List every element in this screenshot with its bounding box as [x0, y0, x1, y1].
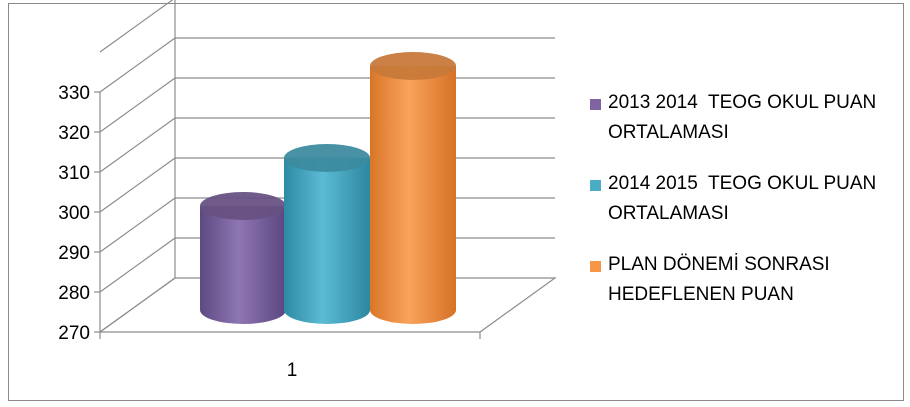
bar-3	[370, 52, 456, 324]
y-tick-label-330: 330	[58, 83, 90, 104]
bar-2	[284, 144, 370, 324]
y-tick-label-290: 290	[58, 243, 90, 264]
legend-label: 2014 2015 TEOG OKUL PUAN ORTALAMASI	[608, 173, 882, 224]
legend: 2013 2014 TEOG OKUL PUAN ORTALAMASI 2014…	[590, 88, 900, 331]
legend-item-2014-2015: 2014 2015 TEOG OKUL PUAN ORTALAMASI	[590, 169, 900, 229]
axis-labels: 270 280 290 300 310 320 330 1	[58, 83, 297, 381]
bar-1	[200, 192, 286, 324]
legend-swatch-teal	[590, 180, 601, 191]
side-gridline-320	[99, 77, 176, 133]
bar-top-shade	[200, 192, 286, 220]
side-gridline-280	[99, 237, 176, 293]
legend-swatch-purple	[590, 99, 601, 110]
bar-body	[284, 158, 370, 324]
legend-label: PLAN DÖNEMİ SONRASI HEDEFLENEN PUAN	[608, 254, 835, 305]
legend-label: 2013 2014 TEOG OKUL PUAN ORTALAMASI	[608, 92, 882, 143]
floor	[98, 277, 557, 333]
side-gridline-310	[99, 117, 176, 173]
bar-top	[370, 52, 456, 80]
y-tick-label-270: 270	[58, 323, 90, 344]
bar-top-shade	[370, 52, 456, 80]
bar-top	[200, 192, 286, 220]
legend-item-plan: PLAN DÖNEMİ SONRASI HEDEFLENEN PUAN	[590, 250, 900, 310]
bars-layer	[200, 52, 456, 324]
x-tick-label-1: 1	[287, 360, 298, 381]
side-gridline-290	[99, 197, 176, 253]
y-tick-label-310: 310	[58, 163, 90, 184]
bar-body	[370, 66, 456, 324]
y-tick-label-280: 280	[58, 283, 90, 304]
bar-top	[284, 144, 370, 172]
side-gridline-340	[99, 0, 174, 53]
side-gridline-300	[99, 157, 176, 213]
legend-swatch-orange	[590, 261, 601, 272]
legend-item-2013-2014: 2013 2014 TEOG OKUL PUAN ORTALAMASI	[590, 88, 900, 148]
bar-top-shade	[284, 144, 370, 172]
y-tick-label-320: 320	[58, 123, 90, 144]
bar-body	[200, 206, 286, 324]
y-tick-label-300: 300	[58, 203, 90, 224]
side-gridline-330	[99, 37, 176, 93]
